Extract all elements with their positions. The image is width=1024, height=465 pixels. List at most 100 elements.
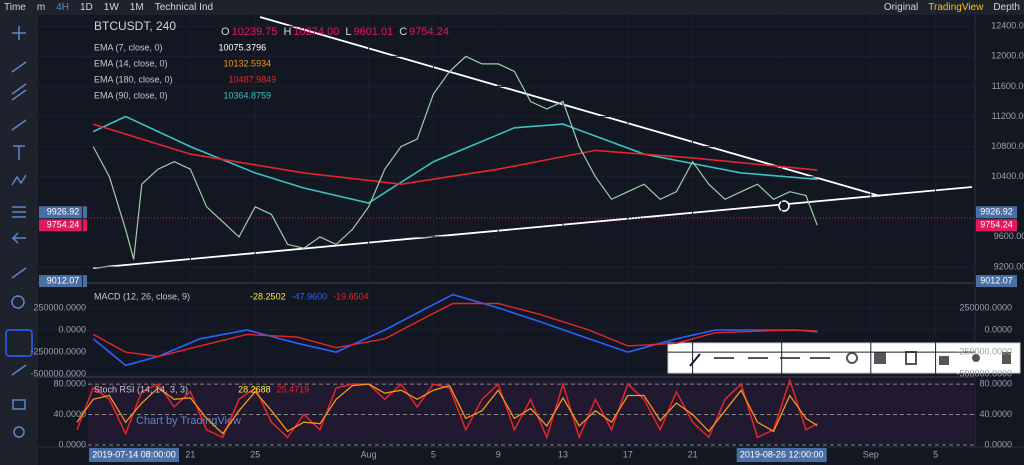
price-marker <box>39 206 87 219</box>
price-marker-label: 9012.07 <box>980 275 1013 285</box>
ruler-icon[interactable] <box>11 267 27 279</box>
price-marker <box>976 275 1017 288</box>
toolbar-item[interactable]: 1W <box>104 2 120 13</box>
toolbar-item[interactable]: Time <box>4 2 26 13</box>
time-tick-label: 13 <box>558 449 568 459</box>
price-marker <box>976 206 1017 219</box>
price-line <box>92 55 818 260</box>
toolbar-tab[interactable]: TradingView <box>928 2 984 13</box>
text-icon[interactable] <box>13 145 25 160</box>
time-tick-label: 9 <box>496 449 501 459</box>
rsi-tick-label-left: 40.0000 <box>53 409 86 419</box>
ema-value: 10487.9849 <box>229 74 277 84</box>
anchor-point <box>778 200 790 212</box>
rsi-k <box>76 377 818 440</box>
toolbar-tab[interactable]: Depth <box>993 2 1020 13</box>
time-marker-label: 2019-08-26 12:00:00 <box>740 449 824 459</box>
crosshair-icon[interactable] <box>12 26 26 40</box>
toolbar-item[interactable]: m <box>37 2 45 13</box>
ema-name: EMA (180, close, 0) <box>94 74 173 84</box>
macd-title: MACD (12, 26, close, 9) <box>94 291 190 301</box>
macd-reading: -47.9600 <box>292 291 328 301</box>
ohlc-value: 10239.75 <box>232 26 278 38</box>
macd-tick-label: -250000.0000 <box>956 346 1012 356</box>
line-icon[interactable] <box>11 61 27 73</box>
price-marker-label: 9754.24 <box>47 220 80 230</box>
legend-text: BTCUSDT, 240 <box>94 19 176 33</box>
pencil-icon[interactable] <box>11 364 27 376</box>
time-tick-label: 25 <box>250 449 260 459</box>
price-tick-label: 11600.00 <box>992 81 1024 91</box>
macd-reading: -19.6504 <box>333 291 369 301</box>
ema-line <box>92 115 818 204</box>
ohlc-value: 10274.00 <box>293 26 339 38</box>
time-tick-label: 17 <box>623 449 633 459</box>
pane-separator <box>38 282 975 284</box>
lock-button[interactable] <box>939 356 949 365</box>
style-button[interactable] <box>689 353 701 367</box>
hide-button[interactable] <box>972 354 980 362</box>
time-tick-label: 21 <box>185 449 195 459</box>
ohlc-key: O <box>221 26 230 38</box>
channel-icon[interactable] <box>11 83 27 101</box>
price-tick-label: 12000.00 <box>991 51 1024 61</box>
rsi-tick-label-left: 80.0000 <box>53 378 86 388</box>
toolbar-item[interactable]: Technical Ind <box>155 2 213 13</box>
price-marker-label: 9926.92 <box>980 207 1013 217</box>
price-marker-label: 9012.07 <box>47 275 80 285</box>
rsi-tick-label: 40.0000 <box>979 409 1012 419</box>
left-toolbar <box>0 15 38 465</box>
zoom-icon[interactable] <box>11 295 25 309</box>
price-marker-label: 9926.92 <box>47 207 80 217</box>
price-tick-label: 10800.00 <box>991 141 1024 151</box>
magnet-icon[interactable] <box>5 329 33 357</box>
settings-button[interactable] <box>846 352 858 364</box>
lock-icon[interactable] <box>12 399 26 410</box>
delete-button[interactable] <box>1002 352 1011 364</box>
macd-reading: -28.2502 <box>250 291 286 301</box>
toolbar-item[interactable]: 4H <box>56 2 69 13</box>
top-bar <box>0 0 1024 15</box>
layer-button[interactable] <box>874 352 886 364</box>
ema-value: 10132.5934 <box>224 58 272 68</box>
tool-icons <box>5 26 33 438</box>
macd-line <box>92 293 818 367</box>
rsi-tick-label: 0.0000 <box>984 439 1012 449</box>
toolbar-item[interactable]: 1M <box>130 2 144 13</box>
macd-tick-label: -500000.0000 <box>956 369 1012 379</box>
time-tick-label: 21 <box>688 449 698 459</box>
rsi-reading: 25.4719 <box>277 384 310 394</box>
time-marker <box>89 448 179 462</box>
macd-tick-label-left: 0.0000 <box>58 324 86 334</box>
ema-name: EMA (90, close, 0) <box>94 90 168 100</box>
macd-tick-label-left: 250000.0000 <box>33 302 86 312</box>
toolbar-item[interactable]: 1D <box>80 2 93 13</box>
time-marker-label: 2019-07-14 08:00:00 <box>92 449 176 459</box>
ema-name: EMA (14, close, 0) <box>94 58 168 68</box>
pattern-icon[interactable] <box>11 174 27 186</box>
price-tick-label: 12400.00 <box>991 21 1024 31</box>
macd-tick-label-left: -250000.0000 <box>30 346 86 356</box>
trend-line <box>92 186 973 269</box>
price-marker-label: 9754.24 <box>980 220 1013 230</box>
macd-tick-label-left: -500000.0000 <box>30 369 86 379</box>
price-marker <box>39 219 87 232</box>
time-tick-label: Sep <box>863 449 879 459</box>
pane-separator <box>38 376 975 378</box>
price-marker <box>39 275 87 288</box>
macd-tick-label: 0.0000 <box>984 324 1012 334</box>
price-tick-label: 9600.00 <box>994 231 1024 241</box>
watermark: Chart by TradingView <box>136 415 241 427</box>
rsi-band <box>88 380 973 444</box>
price-marker <box>976 219 1017 232</box>
ema-value: 10075.3796 <box>219 42 267 52</box>
time-tick-label: 5 <box>431 449 436 459</box>
back-icon[interactable] <box>11 232 26 244</box>
ema-value: 10364.8759 <box>224 90 272 100</box>
measure-icon[interactable] <box>12 206 26 218</box>
fib-icon[interactable] <box>11 119 27 131</box>
time-tick-label: Aug <box>361 449 377 459</box>
ohlc-value: 9754.24 <box>409 26 449 38</box>
toolbar-tab[interactable]: Original <box>884 2 918 13</box>
eye-icon[interactable] <box>13 426 25 438</box>
